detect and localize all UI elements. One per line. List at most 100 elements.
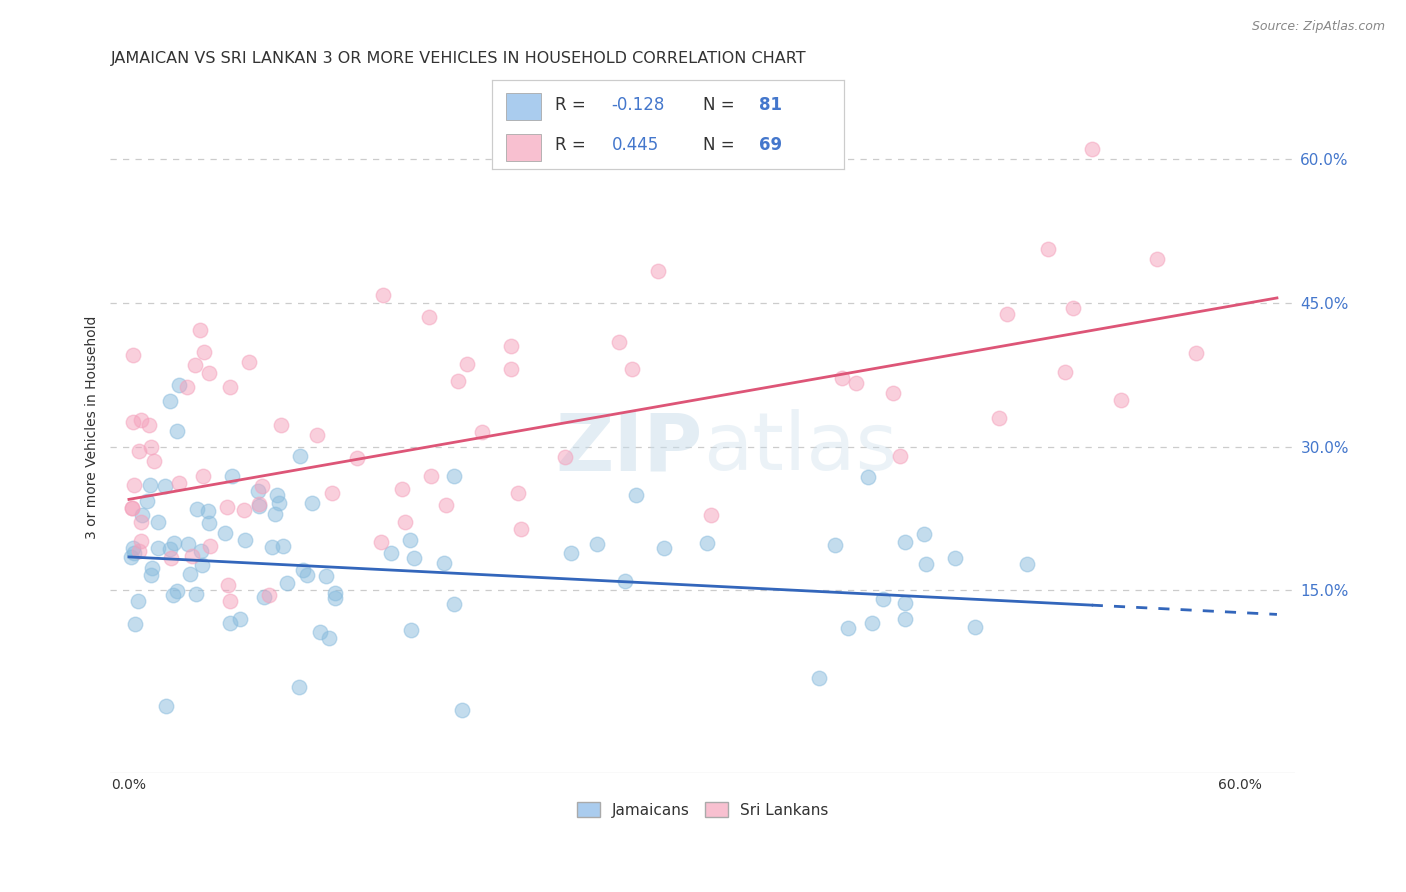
Point (139, 440, 162, 454)
Legend: Jamaicans, Sri Lankans: Jamaicans, Sri Lankans (571, 796, 835, 824)
Point (193, 344, 215, 359)
Text: N =: N = (703, 96, 740, 114)
Point (510, 522, 533, 536)
Point (146, 541, 169, 556)
Point (290, 449, 312, 463)
Point (323, 586, 346, 600)
Text: JAMAICAN VS SRI LANKAN 3 OR MORE VEHICLES IN HOUSEHOLD CORRELATION CHART: JAMAICAN VS SRI LANKAN 3 OR MORE VEHICLE… (111, 51, 806, 66)
Point (652, 541, 675, 555)
Point (121, 541, 143, 555)
Point (166, 424, 188, 438)
Point (860, 615, 883, 630)
Point (418, 310, 440, 325)
Point (305, 428, 328, 442)
Point (673, 152, 696, 166)
Point (808, 671, 831, 685)
Point (142, 454, 165, 468)
Point (139, 568, 162, 582)
Point (238, 354, 260, 368)
Point (188, 323, 211, 337)
Point (399, 533, 422, 547)
Point (1062, 301, 1084, 315)
Point (176, 380, 198, 394)
Point (402, 550, 425, 565)
Point (186, 501, 208, 516)
Point (180, 549, 202, 563)
Point (197, 366, 219, 380)
Point (198, 516, 221, 530)
Point (229, 612, 252, 626)
Point (233, 503, 256, 517)
Point (506, 485, 529, 500)
Point (159, 394, 181, 409)
Point (257, 589, 280, 603)
Point (267, 495, 290, 509)
Point (371, 288, 394, 302)
Point (447, 374, 470, 388)
Text: atlas: atlas (703, 409, 897, 487)
Point (159, 551, 181, 566)
Point (128, 444, 150, 458)
Point (120, 549, 142, 564)
Point (585, 537, 607, 551)
Point (845, 376, 868, 390)
Point (260, 540, 283, 554)
Point (501, 362, 523, 376)
Point (889, 449, 911, 463)
Point (301, 495, 323, 509)
Point (945, 551, 967, 566)
Point (394, 515, 416, 529)
Point (253, 590, 276, 604)
Point (217, 578, 239, 592)
Point (613, 574, 636, 589)
Point (127, 593, 149, 607)
Point (177, 536, 200, 550)
Point (443, 468, 465, 483)
Point (276, 576, 298, 591)
Point (915, 557, 938, 571)
Point (121, 500, 143, 515)
Point (247, 497, 270, 511)
Point (1109, 392, 1132, 407)
Point (252, 479, 274, 493)
Point (138, 418, 160, 433)
Point (190, 544, 212, 558)
Point (420, 468, 443, 483)
FancyBboxPatch shape (506, 93, 541, 120)
Point (122, 415, 145, 429)
Point (560, 545, 582, 559)
Point (647, 264, 669, 278)
Point (191, 558, 214, 572)
Point (380, 546, 402, 560)
Text: 81: 81 (759, 96, 782, 114)
Y-axis label: 3 or more Vehicles in Household: 3 or more Vehicles in Household (86, 316, 100, 539)
Point (270, 418, 292, 433)
Point (621, 362, 644, 376)
Point (624, 488, 647, 502)
Point (214, 526, 236, 541)
Point (166, 584, 188, 599)
Point (122, 477, 145, 491)
Point (456, 357, 478, 371)
Point (554, 450, 576, 464)
Point (139, 478, 162, 492)
Text: -0.128: -0.128 (612, 96, 665, 114)
Point (995, 307, 1018, 321)
Text: R =: R = (555, 136, 592, 154)
Point (824, 538, 846, 552)
Point (471, 425, 494, 439)
Point (159, 542, 181, 557)
Point (988, 410, 1011, 425)
Point (1036, 242, 1059, 256)
Point (325, 591, 347, 605)
Point (163, 535, 186, 549)
Point (218, 615, 240, 630)
Point (894, 612, 917, 626)
Point (1081, 142, 1104, 156)
Point (315, 569, 337, 583)
Point (121, 500, 143, 515)
Point (215, 500, 238, 514)
Point (233, 533, 256, 547)
Point (122, 546, 145, 560)
Point (129, 413, 152, 427)
